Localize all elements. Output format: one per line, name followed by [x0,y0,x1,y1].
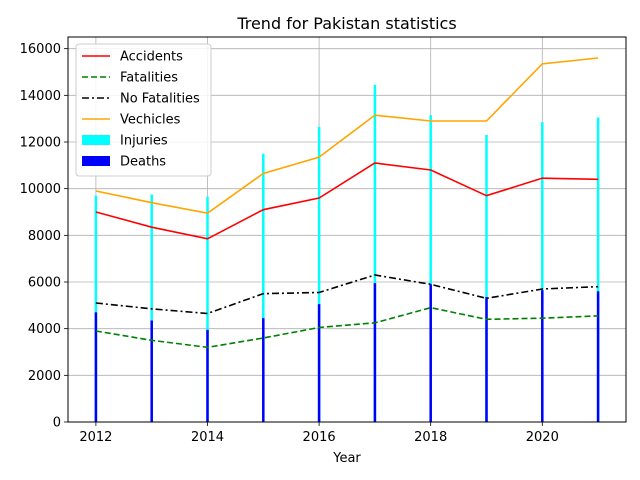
y-tick-label: 14000 [20,89,61,104]
deaths-bar [206,329,209,422]
legend-label-vechicles: Vechicles [120,113,181,128]
legend-label-accidents: Accidents [120,50,183,65]
injuries-bar [596,117,600,422]
injuries-bar [485,135,488,422]
fatalities-line [95,306,599,349]
y-tick-label: 2000 [28,369,61,384]
plot-frame [67,36,627,423]
deaths-bar [317,304,321,422]
y-tick-label: 12000 [20,136,61,151]
deaths-bar [429,284,432,422]
deaths-bar [150,320,153,422]
legend-swatch-injuries [82,135,110,145]
y-tick-label: 16000 [20,42,61,57]
injuries-bar [206,196,209,422]
y-tick-label: 8000 [28,229,61,244]
injuries-bar [262,153,265,422]
x-tick-label: 2020 [526,430,559,445]
accidents-line [95,162,599,240]
injuries-bar [429,115,432,423]
y-tick-label: 10000 [20,182,61,197]
y-tick-label: 6000 [28,276,61,291]
injuries-bar [94,195,98,422]
legend-label-injuries: Injuries [120,134,168,149]
injuries-bar [317,126,321,422]
injuries-bar [541,122,544,423]
chart-title: Trend for Pakistan statistics [236,14,456,33]
legend-swatch-deaths [82,156,110,166]
y-axis: 0 2000 4000 6000 8000 10000 12000 14000 16000 [20,42,68,431]
legend: Accidents Fatalities No Fatalities Vechicle… [75,43,212,177]
injuries-bar [373,84,377,422]
deaths-bar [485,297,488,422]
x-axis-label: Year [332,451,361,466]
x-axis: 2012 2014 2016 2018 2020 [79,422,559,445]
legend-label-deaths: Deaths [120,155,166,170]
x-tick-label: 2014 [191,430,224,445]
deaths-bar [373,283,377,422]
lines [95,57,599,349]
legend-label-fatalities: Fatalities [120,71,178,86]
x-tick-label: 2018 [414,430,447,445]
y-tick-label: 0 [53,416,61,431]
deaths-bar [262,318,265,422]
y-tick-label: 4000 [28,322,61,337]
x-tick-label: 2016 [303,430,336,445]
legend-label-no-fatalities: No Fatalities [120,92,200,107]
no-fatalities-line [95,274,599,315]
deaths-bar [541,290,544,422]
x-tick-label: 2012 [79,430,112,445]
vechicles-line [95,57,599,215]
deaths-bar [94,312,98,422]
deaths-bar [596,291,600,422]
